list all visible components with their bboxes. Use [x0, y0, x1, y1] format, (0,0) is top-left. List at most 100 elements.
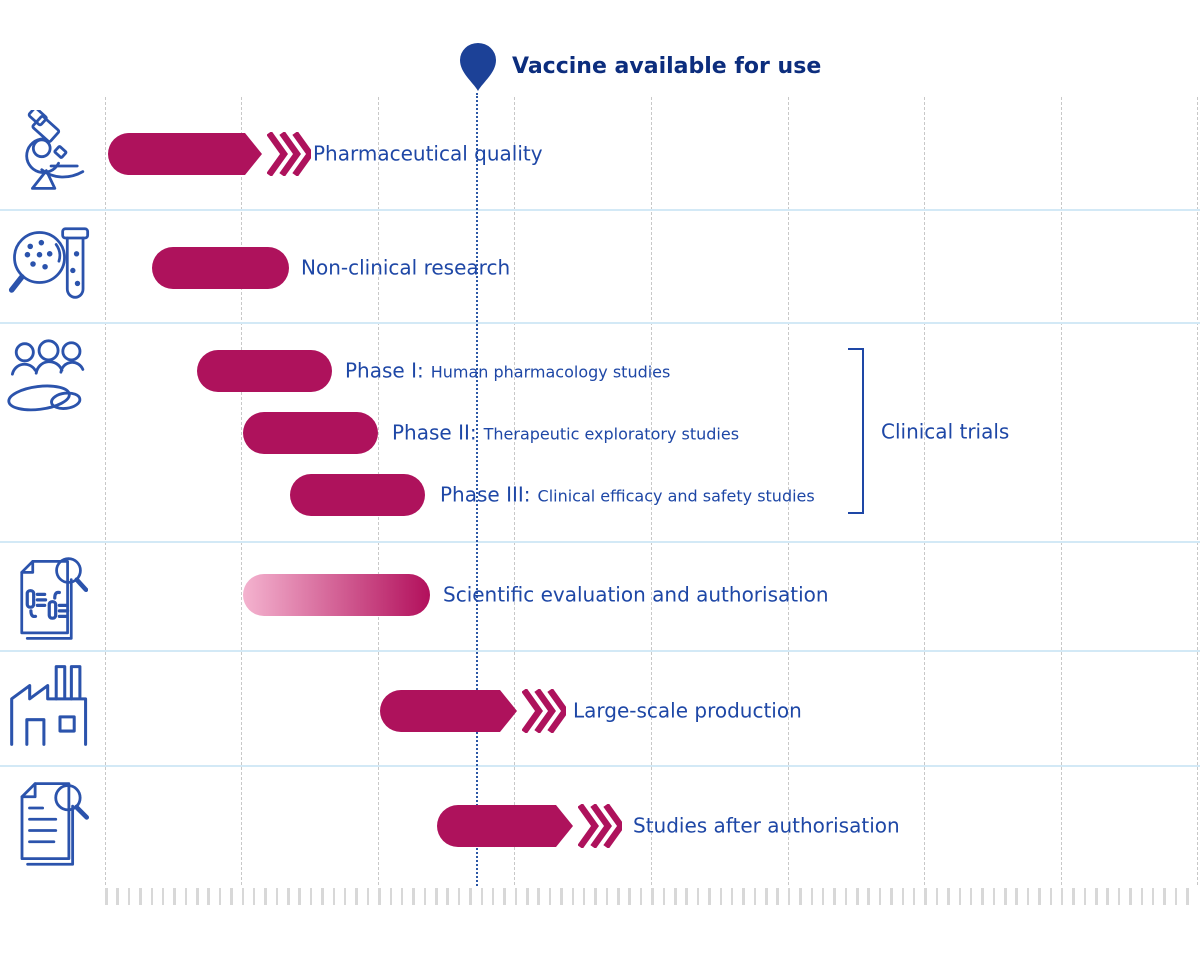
month-tick	[309, 888, 313, 905]
month-tick	[241, 888, 245, 905]
arrow-tip	[500, 690, 517, 732]
row-label-non-clinical-research: Non-clinical research	[301, 255, 511, 280]
month-tick	[105, 888, 108, 905]
month-tick	[560, 888, 563, 905]
timeline-bar-studies-after-authorisation	[437, 804, 622, 848]
month-tick	[150, 888, 154, 905]
month-tick	[787, 888, 791, 905]
month-tick	[1095, 888, 1098, 905]
month-tick	[378, 888, 381, 905]
magnifier-test-tube-icon	[8, 227, 90, 299]
month-tick	[969, 888, 973, 905]
month-tick	[252, 888, 256, 905]
month-tick	[1083, 888, 1087, 905]
year-gridline	[1197, 97, 1199, 885]
factory-icon	[10, 665, 88, 746]
chevrons-icon	[578, 804, 622, 848]
phase-3-name: Phase III:	[440, 482, 531, 507]
year-gridline	[241, 97, 243, 885]
month-tick	[423, 888, 427, 905]
month-tick	[639, 888, 643, 905]
month-tick	[947, 888, 950, 905]
timeline-bar-non-clinical-research	[152, 247, 289, 289]
row-label-studies-after-authorisation: Studies after authorisation	[633, 813, 900, 838]
month-tick	[1174, 888, 1178, 905]
month-tick	[264, 888, 267, 905]
month-tick	[127, 888, 131, 905]
month-tick	[1015, 888, 1018, 905]
month-tick	[799, 888, 802, 905]
phase-3-label: Phase III: Clinical efficacy and safety s…	[440, 483, 815, 507]
month-tick	[708, 888, 711, 905]
year-gridline	[514, 97, 516, 885]
month-tick	[662, 888, 666, 905]
month-tick	[287, 888, 290, 905]
month-tick	[878, 888, 882, 905]
month-tick	[844, 888, 848, 905]
month-tick	[389, 888, 392, 905]
bar-body	[152, 247, 289, 289]
row-label-scientific-evaluation: Scientific evaluation and authorisation	[443, 582, 829, 607]
chevrons-icon	[522, 689, 566, 733]
month-tick	[526, 888, 529, 905]
timeline-bar-scientific-evaluation-and-authorisation	[243, 574, 430, 616]
month-tick	[605, 888, 609, 905]
month-tick	[674, 888, 677, 905]
month-tick	[412, 888, 415, 905]
timeline-bar-pharmaceutical-quality	[108, 132, 311, 176]
month-tick	[548, 888, 552, 905]
month-tick	[856, 888, 859, 905]
month-tick	[457, 888, 461, 905]
phase-2-label: Phase II: Therapeutic exploratory studies	[392, 421, 739, 445]
month-tick	[833, 888, 836, 905]
timeline-bar-large-scale-production	[380, 689, 566, 733]
month-tick	[343, 888, 347, 905]
month-tick	[1049, 888, 1053, 905]
month-tick	[912, 888, 916, 905]
authorisation-date-line	[476, 93, 478, 886]
month-tick	[1151, 888, 1155, 905]
microscope-icon	[25, 110, 85, 190]
bar-body	[243, 574, 430, 616]
phase-1-name: Phase I:	[345, 358, 424, 383]
month-tick	[1129, 888, 1132, 905]
month-tick	[981, 888, 984, 905]
row-separator	[0, 765, 1200, 767]
month-tick	[298, 888, 301, 905]
month-tick	[628, 888, 631, 905]
month-tick	[1038, 888, 1041, 905]
month-tick	[821, 888, 825, 905]
timeline-bar-clinical-trials-phase-2	[243, 412, 378, 454]
month-tick	[161, 888, 165, 905]
arrow-tip	[556, 805, 573, 847]
bar-body	[437, 805, 556, 847]
month-tick	[730, 888, 734, 905]
month-tick	[776, 888, 779, 905]
month-tick	[571, 888, 575, 905]
month-tick	[867, 888, 870, 905]
month-tick	[173, 888, 176, 905]
month-tick	[1106, 888, 1109, 905]
month-tick	[400, 888, 404, 905]
row-separator	[0, 322, 1200, 324]
month-tick	[503, 888, 506, 905]
row-separator	[0, 650, 1200, 652]
phase-1-desc: Human pharmacology studies	[430, 362, 671, 382]
month-tick	[446, 888, 449, 905]
row-separator	[0, 541, 1200, 543]
month-tick	[230, 888, 233, 905]
month-tick	[116, 888, 119, 905]
month-tick	[196, 888, 199, 905]
month-tick	[332, 888, 336, 905]
bar-body	[380, 690, 500, 732]
month-tick	[935, 888, 939, 905]
month-tick	[1060, 888, 1064, 905]
row-label-pharmaceutical-quality: Pharmaceutical quality	[313, 141, 543, 166]
marker-label: Vaccine available for use	[512, 54, 822, 79]
month-tick	[810, 888, 814, 905]
month-tick	[890, 888, 893, 905]
month-tick	[1117, 888, 1121, 905]
month-tick	[1163, 888, 1166, 905]
phase-2-desc: Therapeutic exploratory studies	[483, 424, 740, 444]
